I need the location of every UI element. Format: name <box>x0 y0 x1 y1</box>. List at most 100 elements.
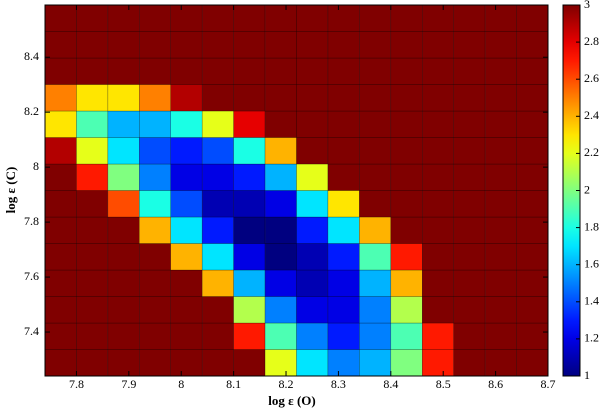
heatmap-cell <box>76 137 109 165</box>
heatmap-cell <box>107 31 140 59</box>
heatmap-cell <box>233 269 266 297</box>
colorbar-tick-label: 2.2 <box>584 145 599 159</box>
heatmap-cell <box>327 269 360 297</box>
colorbar-tick-label: 3 <box>584 0 590 11</box>
heatmap-cell <box>201 269 234 297</box>
heatmap-cell <box>422 322 454 350</box>
heatmap-cell <box>390 137 423 165</box>
heatmap-cell <box>233 4 266 32</box>
heatmap-cell <box>76 4 109 32</box>
x-tick-label: 8.4 <box>383 377 398 391</box>
heatmap-cell <box>264 84 297 112</box>
heatmap-cell <box>107 296 140 324</box>
x-tick-label: 7.9 <box>121 377 136 391</box>
heatmap-cell <box>484 163 517 191</box>
heatmap-cell <box>170 137 203 165</box>
heatmap-cell <box>453 349 486 377</box>
heatmap-cell <box>359 31 392 59</box>
heatmap-cell <box>327 163 360 191</box>
heatmap-cell <box>264 243 297 271</box>
heatmap-cell <box>76 216 109 244</box>
heatmap-cell <box>233 84 266 112</box>
y-tick-label: 8.4 <box>24 49 39 63</box>
heatmap-cell <box>453 296 486 324</box>
heatmap-cell <box>44 190 77 218</box>
heatmap-cell <box>264 4 297 32</box>
heatmap-cell <box>484 190 517 218</box>
heatmap-cell <box>264 349 297 377</box>
heatmap-cell <box>453 269 486 297</box>
y-tick-label: 8 <box>33 159 39 173</box>
heatmap-cell <box>44 296 77 324</box>
heatmap-cell <box>76 243 109 271</box>
heatmap-cell <box>233 163 266 191</box>
colorbar-tick-label: 2.4 <box>584 108 599 122</box>
colorbar-tick-label: 1.4 <box>584 294 599 308</box>
heatmap-cell <box>264 296 297 324</box>
heatmap-cell <box>76 57 109 85</box>
heatmap-cell <box>139 137 171 165</box>
heatmap-cell <box>201 84 234 112</box>
heatmap-cell <box>484 349 517 377</box>
heatmap-cell <box>390 190 423 218</box>
heatmap-cell <box>170 110 203 138</box>
heatmap-cell <box>170 349 203 377</box>
heatmap-cell <box>516 349 549 377</box>
heatmap-cell <box>107 4 140 32</box>
heatmap-cell <box>484 110 517 138</box>
heatmap-cell <box>484 137 517 165</box>
heatmap-cell <box>327 216 360 244</box>
heatmap-cell <box>139 243 171 271</box>
heatmap-cell <box>327 84 360 112</box>
heatmap-cell <box>201 296 234 324</box>
heatmap-cell <box>201 349 234 377</box>
heatmap-cell <box>233 110 266 138</box>
heatmap-cell <box>327 322 360 350</box>
heatmap-cell <box>139 322 171 350</box>
heatmap-cell <box>484 57 517 85</box>
heatmap-cell <box>390 296 423 324</box>
y-tick-label: 7.4 <box>24 324 39 338</box>
heatmap-cell <box>422 216 454 244</box>
heatmap-cell <box>390 243 423 271</box>
heatmap-cell <box>139 84 171 112</box>
heatmap-cell <box>76 296 109 324</box>
heatmap-cell <box>327 349 360 377</box>
x-tick-label: 8.7 <box>541 377 556 391</box>
heatmap-cell <box>201 322 234 350</box>
heatmap-cell <box>170 4 203 32</box>
heatmap-cell <box>516 137 549 165</box>
heatmap-cell <box>359 84 392 112</box>
heatmap-cell <box>359 57 392 85</box>
heatmap-cell <box>44 269 77 297</box>
heatmap-cell <box>390 349 423 377</box>
heatmap-cell <box>453 190 486 218</box>
heatmap-cell <box>327 57 360 85</box>
heatmap-cell <box>484 296 517 324</box>
heatmap-cell <box>264 322 297 350</box>
heatmap-cell <box>327 4 360 32</box>
heatmap-cell <box>139 163 171 191</box>
heatmap-cell <box>107 269 140 297</box>
heatmap-cell <box>359 349 392 377</box>
heatmap-cell <box>233 137 266 165</box>
heatmap-cell <box>139 296 171 324</box>
heatmap-cell <box>44 137 77 165</box>
heatmap-cell <box>296 243 329 271</box>
heatmap-cell <box>484 243 517 271</box>
heatmap-cell <box>296 84 329 112</box>
heatmap-cell <box>201 190 234 218</box>
heatmap-cell <box>516 110 549 138</box>
heatmap-cell <box>139 4 171 32</box>
heatmap-cell <box>422 31 454 59</box>
heatmap-cell <box>296 190 329 218</box>
heatmap-cell <box>327 137 360 165</box>
heatmap-cell <box>484 84 517 112</box>
heatmap-cell <box>296 216 329 244</box>
heatmap-cell <box>107 163 140 191</box>
heatmap-cell <box>170 190 203 218</box>
heatmap-cell <box>233 57 266 85</box>
heatmap-cell <box>264 31 297 59</box>
heatmap-cell <box>233 243 266 271</box>
